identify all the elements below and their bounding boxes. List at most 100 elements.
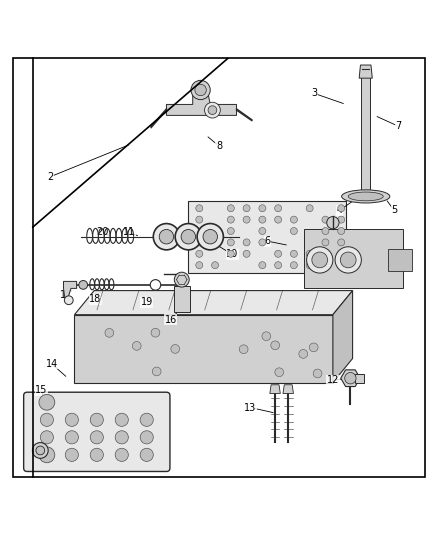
Circle shape — [39, 394, 55, 410]
Circle shape — [312, 252, 328, 268]
Circle shape — [227, 251, 234, 257]
Text: 12: 12 — [327, 375, 339, 385]
Circle shape — [175, 223, 201, 250]
Circle shape — [307, 247, 333, 273]
Text: 17: 17 — [60, 290, 73, 300]
Circle shape — [259, 228, 266, 235]
Ellipse shape — [348, 192, 383, 201]
Circle shape — [196, 251, 203, 257]
Circle shape — [340, 252, 356, 268]
Circle shape — [203, 230, 217, 244]
Circle shape — [227, 228, 234, 235]
Polygon shape — [166, 89, 237, 115]
Polygon shape — [359, 65, 372, 78]
Text: 19: 19 — [141, 297, 153, 308]
Circle shape — [345, 373, 356, 384]
Circle shape — [64, 296, 73, 304]
Circle shape — [159, 230, 173, 244]
Circle shape — [140, 448, 153, 462]
Polygon shape — [388, 249, 412, 271]
Circle shape — [153, 223, 180, 250]
Circle shape — [259, 262, 266, 269]
Circle shape — [197, 223, 223, 250]
Circle shape — [290, 262, 297, 269]
Polygon shape — [74, 290, 353, 314]
Circle shape — [338, 251, 345, 257]
Polygon shape — [188, 201, 346, 273]
Circle shape — [132, 342, 141, 350]
Circle shape — [115, 413, 128, 426]
Circle shape — [243, 251, 250, 257]
Circle shape — [79, 280, 88, 289]
Circle shape — [275, 251, 282, 257]
Circle shape — [39, 447, 55, 463]
Circle shape — [115, 448, 128, 462]
Text: 5: 5 — [391, 205, 397, 215]
Circle shape — [140, 413, 153, 426]
Text: 2: 2 — [47, 172, 53, 182]
Circle shape — [195, 84, 206, 96]
Text: 15: 15 — [35, 385, 48, 395]
Circle shape — [196, 262, 203, 269]
Circle shape — [152, 367, 161, 376]
Circle shape — [309, 343, 318, 352]
Circle shape — [171, 344, 180, 353]
Polygon shape — [304, 229, 403, 288]
Polygon shape — [355, 374, 364, 383]
Circle shape — [227, 216, 234, 223]
Circle shape — [271, 341, 279, 350]
Circle shape — [115, 431, 128, 444]
Text: 13: 13 — [244, 402, 257, 413]
Circle shape — [40, 413, 53, 426]
Circle shape — [290, 228, 297, 235]
Circle shape — [196, 239, 203, 246]
Circle shape — [306, 262, 313, 269]
Circle shape — [151, 328, 160, 337]
Polygon shape — [174, 286, 190, 312]
Circle shape — [275, 368, 284, 377]
Circle shape — [212, 228, 219, 235]
Circle shape — [322, 216, 329, 223]
Circle shape — [306, 251, 313, 257]
Text: 9: 9 — [155, 228, 161, 237]
Circle shape — [322, 228, 329, 235]
Circle shape — [290, 251, 297, 257]
Circle shape — [290, 216, 297, 223]
Circle shape — [65, 448, 78, 462]
Circle shape — [335, 247, 361, 273]
Circle shape — [205, 102, 220, 118]
Text: 8: 8 — [216, 141, 222, 151]
Polygon shape — [270, 385, 280, 393]
Polygon shape — [74, 314, 333, 383]
Circle shape — [227, 239, 234, 246]
Circle shape — [275, 205, 282, 212]
Text: 6: 6 — [264, 236, 270, 246]
Circle shape — [40, 448, 53, 462]
Circle shape — [90, 448, 103, 462]
Circle shape — [196, 216, 203, 223]
Circle shape — [275, 216, 282, 223]
Ellipse shape — [342, 190, 390, 203]
Circle shape — [208, 106, 217, 115]
Circle shape — [243, 205, 250, 212]
Circle shape — [105, 328, 114, 337]
Circle shape — [239, 345, 248, 353]
Circle shape — [322, 239, 329, 246]
Circle shape — [259, 216, 266, 223]
Circle shape — [212, 262, 219, 269]
Circle shape — [36, 446, 45, 455]
Text: 3: 3 — [311, 88, 318, 99]
Circle shape — [306, 205, 313, 212]
Circle shape — [191, 80, 210, 100]
Circle shape — [212, 239, 219, 246]
Circle shape — [313, 369, 322, 378]
Circle shape — [181, 230, 195, 244]
Text: 4: 4 — [336, 205, 343, 215]
Text: 20: 20 — [97, 228, 109, 237]
Circle shape — [243, 239, 250, 246]
Circle shape — [338, 205, 345, 212]
Circle shape — [275, 262, 282, 269]
Circle shape — [243, 216, 250, 223]
Circle shape — [322, 251, 329, 257]
Polygon shape — [64, 281, 77, 298]
